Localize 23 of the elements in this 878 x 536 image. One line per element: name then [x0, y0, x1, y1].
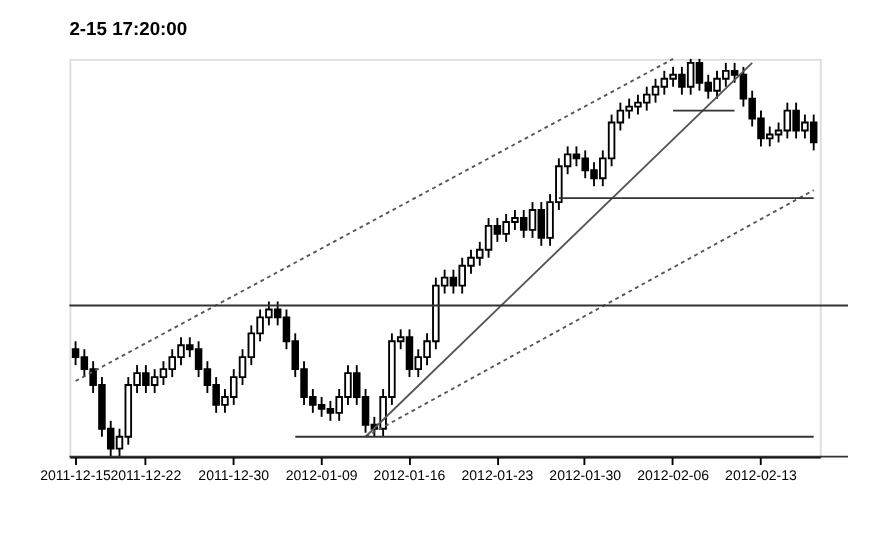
candlestick — [537, 201, 546, 247]
candlestick — [150, 368, 159, 394]
candlestick — [449, 268, 458, 295]
candlestick — [405, 328, 414, 379]
candlestick — [194, 340, 203, 379]
text: 2-15 17:20:00 — [69, 19, 188, 40]
candlestick — [71, 340, 80, 367]
candlestick — [572, 145, 581, 168]
candlestick — [493, 217, 502, 243]
candlestick — [159, 360, 168, 386]
candlestick — [326, 399, 335, 422]
candlestick — [80, 348, 89, 379]
candlestick — [651, 77, 660, 104]
candlestick — [660, 69, 669, 96]
candlestick — [642, 85, 651, 112]
candlestick — [484, 217, 493, 259]
candlestick — [519, 209, 528, 239]
candlestick — [317, 396, 326, 418]
candlestick — [809, 113, 818, 152]
candlestick — [686, 57, 695, 96]
candlestick — [528, 201, 537, 239]
candlestick — [783, 101, 792, 140]
candlestick — [695, 57, 704, 92]
